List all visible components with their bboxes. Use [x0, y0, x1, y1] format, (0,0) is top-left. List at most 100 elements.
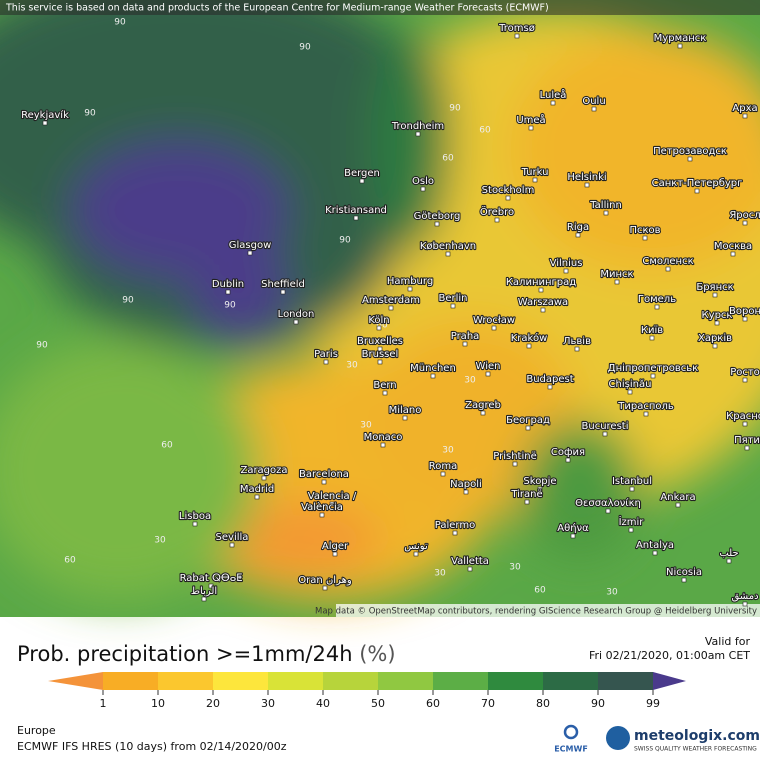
city-label: Reykjavík	[21, 109, 69, 121]
city-marker	[452, 530, 458, 536]
city-label: Kristiansand	[325, 205, 387, 216]
contour-label: 90	[122, 296, 134, 306]
colorbar-segment	[488, 672, 544, 690]
city-label: دمشق	[731, 591, 758, 602]
city-marker	[742, 316, 748, 322]
city-label: Luleå	[540, 88, 567, 101]
city-marker	[261, 475, 267, 481]
city-marker	[525, 425, 531, 431]
city-marker	[642, 235, 648, 241]
city-label: Roma	[429, 461, 458, 472]
city-label: Berlin	[438, 293, 467, 304]
colorbar-segment	[323, 672, 379, 690]
city-label: Köln	[368, 315, 389, 326]
contour-label: 90	[224, 301, 236, 311]
city-label: Oran وهران	[298, 575, 352, 586]
city-label: حلب	[719, 548, 738, 559]
city-marker	[584, 182, 590, 188]
city-marker	[485, 371, 491, 377]
city-marker	[654, 304, 660, 310]
city-marker	[532, 177, 538, 183]
city-marker	[192, 521, 198, 527]
city-marker	[440, 471, 446, 477]
city-marker	[602, 431, 608, 437]
city-label: Chișinău	[609, 379, 652, 390]
city-marker	[208, 583, 214, 589]
city-marker	[681, 577, 687, 583]
contour-label: 60	[442, 154, 454, 164]
city-marker	[512, 461, 518, 467]
city-marker	[591, 106, 597, 112]
city-label: Zagreb	[465, 400, 501, 411]
colorbar-tick-label: 10	[151, 697, 165, 710]
city-label: Barcelona	[299, 469, 349, 480]
contour-label: 30	[154, 536, 166, 546]
brand-icon	[606, 726, 630, 750]
city-marker	[627, 389, 633, 395]
city-marker	[247, 250, 253, 256]
city-label: Milano	[389, 405, 422, 416]
city-marker	[332, 551, 338, 557]
city-marker	[605, 508, 611, 514]
city-marker	[744, 445, 750, 451]
city-marker	[574, 346, 580, 352]
city-label: Красно	[726, 411, 760, 422]
unit: (%)	[359, 642, 395, 666]
city-marker	[225, 289, 231, 295]
city-label: Αθήνα	[557, 522, 589, 534]
city-label: Калининград	[506, 277, 576, 288]
city-marker	[42, 120, 48, 126]
colorbar-tick-label: 70	[481, 697, 495, 710]
city-marker	[415, 131, 421, 137]
contour-label: 60	[534, 586, 546, 596]
city-marker	[742, 601, 748, 607]
city-marker	[491, 325, 497, 331]
city-marker	[480, 410, 486, 416]
city-label: Napoli	[450, 479, 482, 490]
city-label: Brussel	[362, 349, 399, 360]
city-label: Sevilla	[216, 532, 249, 543]
colorbar-tick-label: 60	[426, 697, 440, 710]
city-marker	[650, 373, 656, 379]
colorbar-segment	[213, 672, 269, 690]
city-label: İzmir	[619, 515, 645, 528]
city-marker	[201, 596, 207, 602]
city-label: Göteborg	[414, 211, 461, 222]
city-label: Vilnius	[550, 258, 583, 269]
colorbar-tick-label: 20	[206, 697, 220, 710]
city-marker	[742, 220, 748, 226]
contour-label: 30	[464, 376, 476, 386]
city-marker	[494, 217, 500, 223]
city-marker	[229, 542, 235, 548]
city-marker	[402, 415, 408, 421]
city-marker	[714, 320, 720, 326]
city-label: Rabat ⵕⴱⴰⵟ	[180, 573, 243, 584]
city-label: Valencia /	[308, 491, 357, 502]
city-label: Пяти	[734, 435, 760, 446]
city-marker	[329, 501, 335, 507]
city-marker	[413, 551, 419, 557]
contour-label: 90	[114, 18, 126, 28]
city-label: Минск	[600, 269, 633, 280]
city-marker	[254, 494, 260, 500]
city-marker	[323, 359, 329, 365]
colorbar-tick-label: 50	[371, 697, 385, 710]
city-marker	[445, 251, 451, 257]
colorbar-arrow-low	[48, 672, 103, 690]
city-label: Wien	[476, 361, 501, 372]
city-label: Kraków	[511, 332, 548, 344]
city-marker	[382, 390, 388, 396]
city-label: Stockholm	[482, 185, 535, 196]
city-marker	[730, 251, 736, 257]
city-label: Яросл	[729, 210, 760, 221]
city-marker	[538, 287, 544, 293]
contour-label: 30	[434, 569, 446, 579]
city-label: Харків	[698, 332, 732, 344]
colorbar-segment	[268, 672, 324, 690]
city-label: الرباط	[191, 586, 217, 597]
city-label: Курск	[702, 310, 733, 321]
colorbar-tick-label: 80	[536, 697, 550, 710]
city-marker	[565, 457, 571, 463]
city-label: Смоленск	[642, 256, 693, 267]
